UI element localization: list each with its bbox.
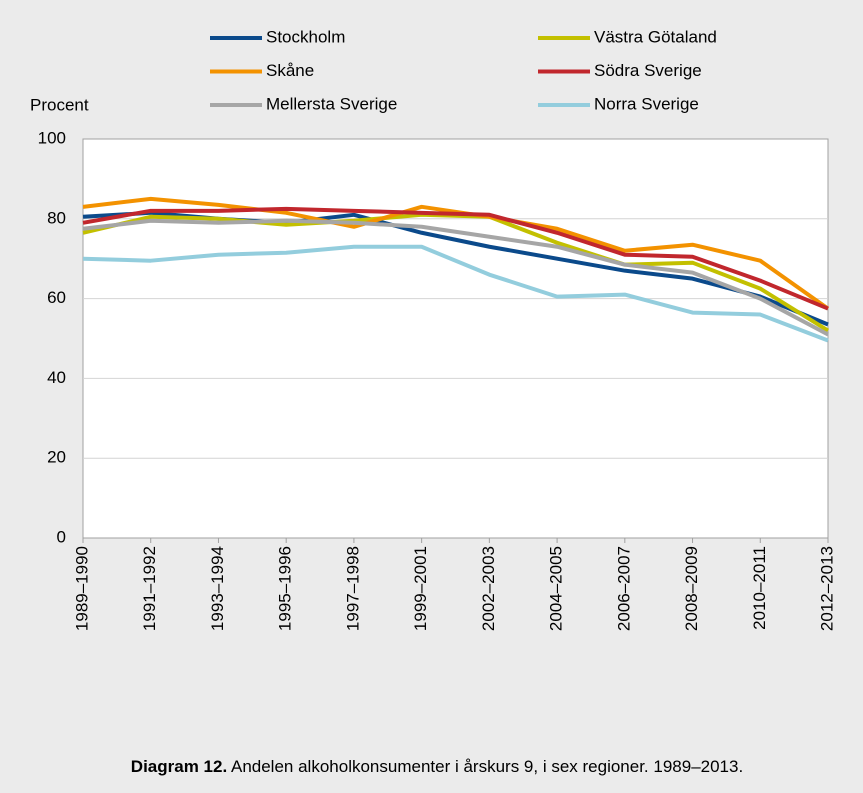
x-tick-label: 1995–1996 bbox=[276, 546, 295, 631]
plot-area bbox=[82, 138, 829, 539]
legend-label: Västra Götaland bbox=[594, 27, 717, 46]
x-tick-label: 2012–2013 bbox=[817, 546, 836, 631]
y-tick-label: 100 bbox=[38, 128, 66, 147]
legend-label: Skåne bbox=[266, 61, 314, 80]
caption-label: Diagram 12. bbox=[131, 757, 227, 776]
caption-text: Andelen alkoholkonsumenter i årskurs 9, … bbox=[231, 757, 743, 776]
legend-label: Norra Sverige bbox=[594, 94, 699, 113]
caption: Diagram 12. Andelen alkoholkonsumenter i… bbox=[131, 757, 743, 776]
x-tick-label: 2006–2007 bbox=[614, 546, 633, 631]
x-tick-label: 1993–1994 bbox=[208, 546, 227, 631]
y-axis-label: Procent bbox=[30, 95, 89, 114]
y-tick-label: 40 bbox=[47, 368, 66, 387]
y-tick-label: 20 bbox=[47, 448, 66, 467]
y-tick-label: 60 bbox=[47, 288, 66, 307]
x-tick-label: 2004–2005 bbox=[547, 546, 566, 631]
series-line bbox=[82, 218, 829, 337]
x-tick-label: 1991–1992 bbox=[140, 546, 159, 631]
x-tick-label: 2010–2011 bbox=[750, 546, 769, 630]
legend-label: Mellersta Sverige bbox=[266, 94, 397, 113]
legend-label: Stockholm bbox=[266, 27, 345, 46]
series-line bbox=[82, 244, 829, 343]
y-tick-label: 0 bbox=[57, 527, 66, 546]
x-tick-label: 1989–1990 bbox=[72, 546, 91, 631]
legend-label: Södra Sverige bbox=[594, 61, 702, 80]
x-tick-label: 1999–2001 bbox=[411, 546, 430, 631]
x-tick-label: 1997–1998 bbox=[343, 546, 362, 631]
y-tick-label: 80 bbox=[47, 208, 66, 227]
x-tick-label: 2002–2003 bbox=[479, 546, 498, 631]
series-line bbox=[82, 206, 829, 311]
x-tick-label: 2008–2009 bbox=[682, 546, 701, 631]
